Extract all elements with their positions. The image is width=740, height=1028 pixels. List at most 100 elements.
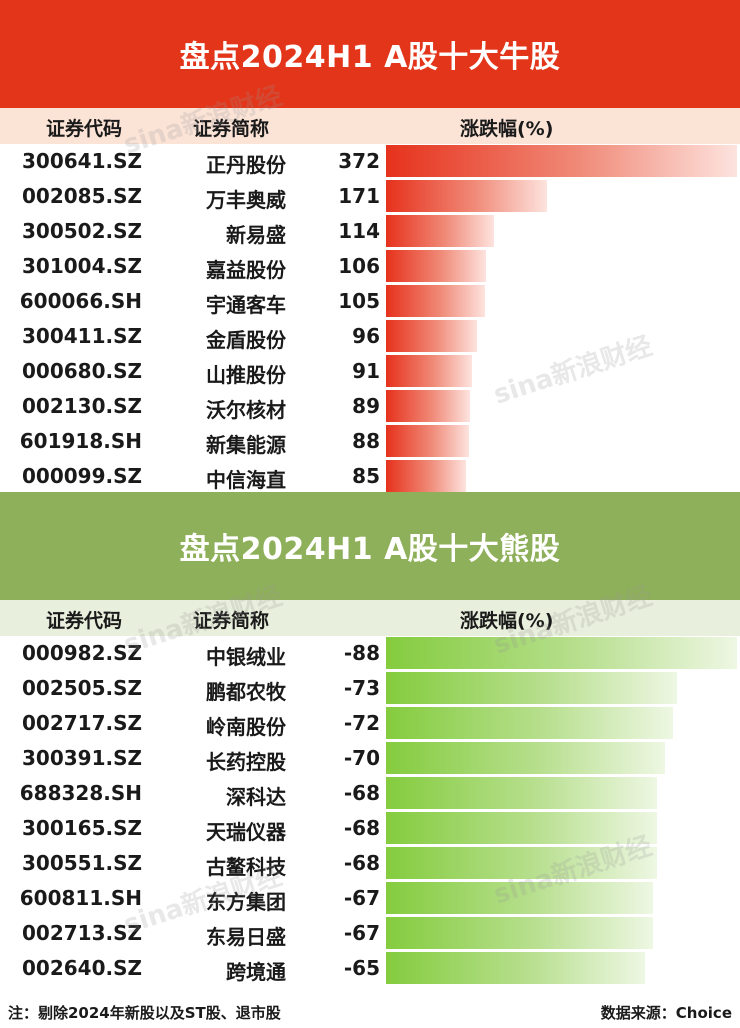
bull-code-label: 300411.SZ bbox=[18, 324, 142, 348]
bull-title-banner: 盘点2024H1 A股十大牛股 bbox=[0, 0, 740, 108]
bull-code-label: 300502.SZ bbox=[18, 219, 142, 243]
bull-name-label: 沃尔核材 bbox=[150, 394, 286, 423]
bear-bar bbox=[386, 777, 657, 809]
bear-code-label: 300165.SZ bbox=[18, 816, 142, 840]
bear-value-label: -70 bbox=[300, 746, 380, 770]
bull-value-label: 171 bbox=[300, 184, 380, 208]
bull-value-label: 88 bbox=[300, 429, 380, 453]
bull-bar bbox=[386, 390, 470, 422]
bear-row: 002640.SZ 跨境通 -65 bbox=[0, 951, 740, 986]
bear-value-label: -68 bbox=[300, 781, 380, 805]
bull-header-name: 证券简称 bbox=[193, 114, 269, 141]
bear-bar bbox=[386, 952, 645, 984]
bear-title-banner: 盘点2024H1 A股十大熊股 bbox=[0, 492, 740, 600]
bull-row: 000680.SZ 山推股份 91 bbox=[0, 354, 740, 389]
bear-value-label: -65 bbox=[300, 956, 380, 980]
bull-code-label: 301004.SZ bbox=[18, 254, 142, 278]
bull-value-label: 85 bbox=[300, 464, 380, 488]
bear-bar bbox=[386, 917, 653, 949]
bear-code-label: 002640.SZ bbox=[18, 956, 142, 980]
bull-value-label: 106 bbox=[300, 254, 380, 278]
bull-name-label: 嘉益股份 bbox=[150, 254, 286, 283]
bull-name-label: 万丰奥威 bbox=[150, 184, 286, 213]
bull-bar bbox=[386, 460, 466, 492]
bear-header-code: 证券代码 bbox=[46, 606, 122, 633]
bull-value-label: 114 bbox=[300, 219, 380, 243]
bear-bar bbox=[386, 847, 657, 879]
bull-value-label: 372 bbox=[300, 149, 380, 173]
bull-header-change: 涨跌幅(%) bbox=[460, 114, 553, 141]
bull-bar bbox=[386, 355, 472, 387]
bear-value-label: -68 bbox=[300, 851, 380, 875]
bear-code-label: 002505.SZ bbox=[18, 676, 142, 700]
bear-code-label: 000982.SZ bbox=[18, 641, 142, 665]
bear-name-label: 古鳌科技 bbox=[150, 851, 286, 880]
bull-value-label: 91 bbox=[300, 359, 380, 383]
bull-code-label: 002130.SZ bbox=[18, 394, 142, 418]
bull-bar bbox=[386, 425, 469, 457]
bull-bar bbox=[386, 320, 477, 352]
bear-code-label: 002713.SZ bbox=[18, 921, 142, 945]
bear-value-label: -88 bbox=[300, 641, 380, 665]
bear-code-label: 688328.SH bbox=[18, 781, 142, 805]
bear-value-label: -67 bbox=[300, 921, 380, 945]
bull-row: 300411.SZ 金盾股份 96 bbox=[0, 319, 740, 354]
bear-row: 688328.SH 深科达 -68 bbox=[0, 776, 740, 811]
bull-row: 600066.SH 宇通客车 105 bbox=[0, 284, 740, 319]
bull-row: 002130.SZ 沃尔核材 89 bbox=[0, 389, 740, 424]
bull-title: 盘点2024H1 A股十大牛股 bbox=[180, 32, 561, 76]
bull-name-label: 中信海直 bbox=[150, 464, 286, 493]
bear-bar bbox=[386, 672, 677, 704]
bear-chart: 000982.SZ 中银绒业 -88 002505.SZ 鹏都农牧 -73 002717.S… bbox=[0, 636, 740, 986]
bear-row: 002713.SZ 东易日盛 -67 bbox=[0, 916, 740, 951]
bear-table-header: 证券代码 证券简称 涨跌幅(%) bbox=[0, 600, 740, 636]
bull-code-label: 300641.SZ bbox=[18, 149, 142, 173]
bear-code-label: 300391.SZ bbox=[18, 746, 142, 770]
bull-code-label: 002085.SZ bbox=[18, 184, 142, 208]
bear-code-label: 600811.SH bbox=[18, 886, 142, 910]
bear-bar bbox=[386, 812, 657, 844]
bull-code-label: 601918.SH bbox=[18, 429, 142, 453]
bear-name-label: 岭南股份 bbox=[150, 711, 286, 740]
footer: 注：剔除2024年新股以及ST股、退市股 数据来源：Choice bbox=[0, 996, 740, 1026]
bull-code-label: 600066.SH bbox=[18, 289, 142, 313]
bull-name-label: 正丹股份 bbox=[150, 149, 286, 178]
bull-value-label: 96 bbox=[300, 324, 380, 348]
footer-note: 注：剔除2024年新股以及ST股、退市股 bbox=[8, 1002, 281, 1023]
bear-bar bbox=[386, 742, 665, 774]
bull-chart: 300641.SZ 正丹股份 372 002085.SZ 万丰奥威 171 300502.S… bbox=[0, 144, 740, 494]
bull-row: 000099.SZ 中信海直 85 bbox=[0, 459, 740, 494]
bull-row: 601918.SH 新集能源 88 bbox=[0, 424, 740, 459]
bull-code-label: 000099.SZ bbox=[18, 464, 142, 488]
bull-value-label: 89 bbox=[300, 394, 380, 418]
bear-code-label: 002717.SZ bbox=[18, 711, 142, 735]
bear-code-label: 300551.SZ bbox=[18, 851, 142, 875]
data-source: 数据来源：Choice bbox=[601, 1002, 732, 1023]
bear-row: 300165.SZ 天瑞仪器 -68 bbox=[0, 811, 740, 846]
bear-row: 300391.SZ 长药控股 -70 bbox=[0, 741, 740, 776]
bull-name-label: 宇通客车 bbox=[150, 289, 286, 318]
bear-header-change: 涨跌幅(%) bbox=[460, 606, 553, 633]
bull-bar bbox=[386, 250, 486, 282]
bear-bar bbox=[386, 637, 737, 669]
bull-row: 300641.SZ 正丹股份 372 bbox=[0, 144, 740, 179]
bear-name-label: 深科达 bbox=[150, 781, 286, 810]
bull-name-label: 山推股份 bbox=[150, 359, 286, 388]
bear-header-name: 证券简称 bbox=[193, 606, 269, 633]
bear-value-label: -67 bbox=[300, 886, 380, 910]
bear-title: 盘点2024H1 A股十大熊股 bbox=[180, 524, 561, 568]
bull-code-label: 000680.SZ bbox=[18, 359, 142, 383]
bear-bar bbox=[386, 882, 653, 914]
bear-name-label: 跨境通 bbox=[150, 956, 286, 985]
bull-bar bbox=[386, 215, 494, 247]
bull-bar bbox=[386, 285, 485, 317]
bear-row: 002505.SZ 鹏都农牧 -73 bbox=[0, 671, 740, 706]
bull-bar bbox=[386, 145, 737, 177]
bear-value-label: -72 bbox=[300, 711, 380, 735]
bear-value-label: -73 bbox=[300, 676, 380, 700]
bull-row: 301004.SZ 嘉益股份 106 bbox=[0, 249, 740, 284]
bull-bar bbox=[386, 180, 547, 212]
bear-row: 600811.SH 东方集团 -67 bbox=[0, 881, 740, 916]
bull-header-code: 证券代码 bbox=[46, 114, 122, 141]
bear-name-label: 中银绒业 bbox=[150, 641, 286, 670]
